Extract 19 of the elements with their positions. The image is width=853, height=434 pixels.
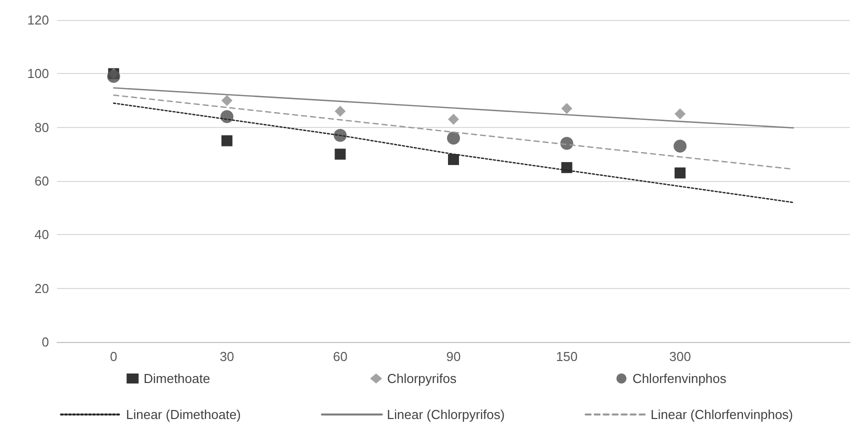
legend-label: Linear (Dimethoate): [126, 407, 241, 422]
legend-label: Chlorfenvinphos: [632, 371, 727, 386]
x-tick-label: 150: [556, 349, 578, 364]
y-tick-label: 120: [27, 12, 49, 28]
x-tick-label: 0: [110, 349, 118, 364]
legend-label: Chlorpyrifos: [387, 371, 457, 386]
legend-label: Dimethoate: [144, 371, 210, 386]
x-tick-label: 90: [446, 349, 461, 364]
legend-label: Linear (Chlorpyrifos): [386, 407, 505, 422]
legend-label: Linear (Chlorfenvinphos): [650, 407, 794, 422]
y-tick-label: 100: [27, 66, 49, 82]
y-tick-label: 60: [34, 174, 49, 188]
x-tick-label: 60: [332, 349, 348, 364]
y-tick-label: 80: [34, 120, 49, 135]
x-tick-label: 30: [220, 349, 234, 364]
y-tick-label: 20: [34, 280, 49, 296]
x-tick-label: 300: [669, 349, 691, 364]
y-tick-label: 40: [34, 227, 49, 242]
y-tick-label: 0: [42, 334, 49, 350]
